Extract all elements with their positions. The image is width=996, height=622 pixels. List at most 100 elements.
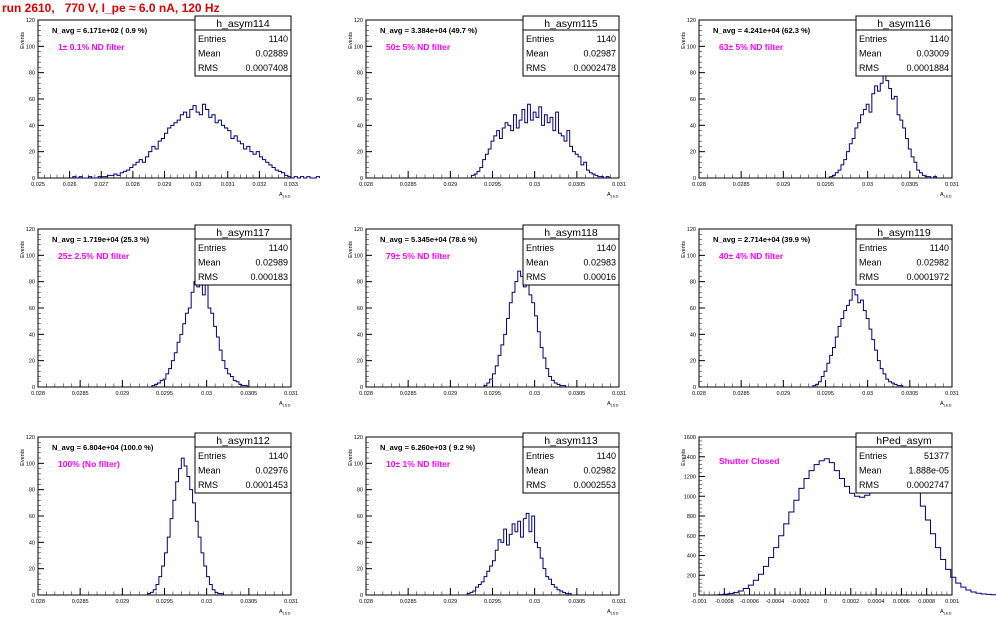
histogram-line <box>151 273 248 387</box>
navg-label: N_avg = 6.804e+04 (100.0 %) <box>52 443 154 452</box>
x-tick-label: -0.0008 <box>715 599 734 605</box>
stats-value: 0.02989 <box>255 258 288 268</box>
filter-label: 79± 5% ND filter <box>386 251 451 261</box>
stats-label: RMS <box>526 63 546 73</box>
x-tick-label: 0 <box>824 599 827 605</box>
stats-label: Mean <box>526 466 549 476</box>
y-tick-label: 600 <box>687 534 696 540</box>
stats-label: Entries <box>526 243 555 253</box>
histogram-line <box>717 458 996 596</box>
x-tick-label: 0.0285 <box>72 599 89 605</box>
stats-label: Mean <box>859 49 882 59</box>
histogram-panel-hped-asym: 0 200 400 600 800 1000 1200 1400 1600 -0.001 -0.00… <box>681 432 996 616</box>
stats-label: Entries <box>198 243 227 253</box>
histogram-panel-h-asym116: 0 20 40 60 80 100 120 0.028 0.0285 0.029 0.0295 0.0… <box>681 15 959 199</box>
x-tick-label: 0.001 <box>945 599 959 605</box>
y-tick-label: 40 <box>357 332 363 338</box>
filter-label: 1± 0.1% ND filter <box>58 42 125 52</box>
histogram-name: h_asym117 <box>216 227 270 239</box>
x-tick-label: 0.0295 <box>156 391 173 397</box>
x-tick-label: 0.03 <box>191 182 202 188</box>
histogram-name: h_asym114 <box>216 18 270 30</box>
x-tick-label: 0.0295 <box>156 599 173 605</box>
x-tick-label: 0.0305 <box>901 182 918 188</box>
y-tick-label: 60 <box>690 97 696 103</box>
x-tick-label: 0.03 <box>529 391 540 397</box>
stats-label: Mean <box>526 49 549 59</box>
y-tick-label: 60 <box>29 97 35 103</box>
y-tick-label: 60 <box>357 306 363 312</box>
x-tick-label: -0.001 <box>691 599 707 605</box>
y-tick-label: 80 <box>690 71 696 77</box>
histogram-name: h_asym119 <box>877 227 931 239</box>
x-tick-label: 0.031 <box>612 599 626 605</box>
histogram-panel-h-asym118: 0 20 40 60 80 100 120 0.028 0.0285 0.029 0.0295 0.0… <box>348 224 626 408</box>
y-tick-label: 60 <box>357 97 363 103</box>
x-tick-label: 0.028 <box>126 182 140 188</box>
y-tick-label: 0 <box>32 385 35 391</box>
histogram-line <box>483 270 567 387</box>
x-axis-label: ALED <box>940 609 952 616</box>
y-tick-label: 120 <box>354 435 363 441</box>
stats-label: Mean <box>526 258 549 268</box>
stats-label: Entries <box>198 34 227 44</box>
x-axis-label: ALED <box>607 192 619 199</box>
stats-value: 0.02987 <box>583 49 616 59</box>
histogram-panel-h-asym115: 0 20 40 60 80 100 120 0.028 0.0285 0.029 0.0295 0.0… <box>348 15 626 199</box>
y-tick-label: 80 <box>690 280 696 286</box>
y-tick-label: 1200 <box>684 475 696 481</box>
x-tick-label: 0.029 <box>158 182 172 188</box>
x-tick-label: 0.0285 <box>733 182 750 188</box>
y-tick-label: 400 <box>687 554 696 560</box>
stats-label: RMS <box>526 272 546 282</box>
filter-label: 25± 2.5% ND filter <box>58 251 130 261</box>
x-tick-label: 0.03 <box>201 599 212 605</box>
x-tick-label: 0.0295 <box>817 182 834 188</box>
stats-box <box>855 224 953 286</box>
stats-label: RMS <box>198 480 218 490</box>
x-tick-label: 0.027 <box>94 182 108 188</box>
stats-value: 0.0001972 <box>906 272 949 282</box>
stats-label: Entries <box>526 34 555 44</box>
y-tick-label: 200 <box>687 573 696 579</box>
y-tick-label: 100 <box>354 253 363 259</box>
x-tick-label: 0.0305 <box>568 599 585 605</box>
filter-label: 10± 1% ND filter <box>386 459 451 469</box>
x-tick-label: 0.0285 <box>733 391 750 397</box>
y-tick-label: 0 <box>693 593 696 599</box>
stats-box <box>855 15 953 77</box>
x-tick-label: 0.0305 <box>568 391 585 397</box>
x-tick-label: 0.0305 <box>568 182 585 188</box>
stats-value: 0.02983 <box>583 258 616 268</box>
y-tick-label: 0 <box>360 176 363 182</box>
x-tick-label: 0.028 <box>359 182 373 188</box>
stats-value: 1140 <box>269 34 288 44</box>
y-tick-label: 800 <box>687 514 696 520</box>
navg-label: N_avg = 4.241e+04 (62.3 %) <box>713 26 811 35</box>
histogram-line <box>466 512 572 595</box>
y-tick-label: 20 <box>690 359 696 365</box>
stats-label: Entries <box>526 451 555 461</box>
histogram-panel-h-asym117: 0 20 40 60 80 100 120 0.028 0.0285 0.029 0.0295 0.0… <box>20 224 298 408</box>
histogram-name: h_asym118 <box>544 227 598 239</box>
filter-label: Shutter Closed <box>719 456 779 466</box>
filter-label: 40± 4% ND filter <box>719 251 784 261</box>
y-tick-label: 80 <box>29 280 35 286</box>
x-tick-label: -0.0006 <box>740 599 759 605</box>
x-tick-label: 0.03 <box>201 391 212 397</box>
x-tick-label: 0.029 <box>443 391 457 397</box>
stats-value: 0.0002478 <box>573 63 616 73</box>
y-tick-label: 60 <box>29 306 35 312</box>
stats-value: 0.0007408 <box>245 63 288 73</box>
x-tick-label: 0.029 <box>443 182 457 188</box>
y-tick-label: 40 <box>690 123 696 129</box>
stats-label: Mean <box>859 466 882 476</box>
histogram-line <box>72 103 320 179</box>
x-tick-label: 0.031 <box>945 182 959 188</box>
x-tick-label: 0.028 <box>359 391 373 397</box>
y-axis-label: Events <box>681 449 687 466</box>
x-tick-label: 0.0285 <box>400 182 417 188</box>
x-tick-label: 0.029 <box>115 599 129 605</box>
filter-label: 63± 5% ND filter <box>719 42 784 52</box>
